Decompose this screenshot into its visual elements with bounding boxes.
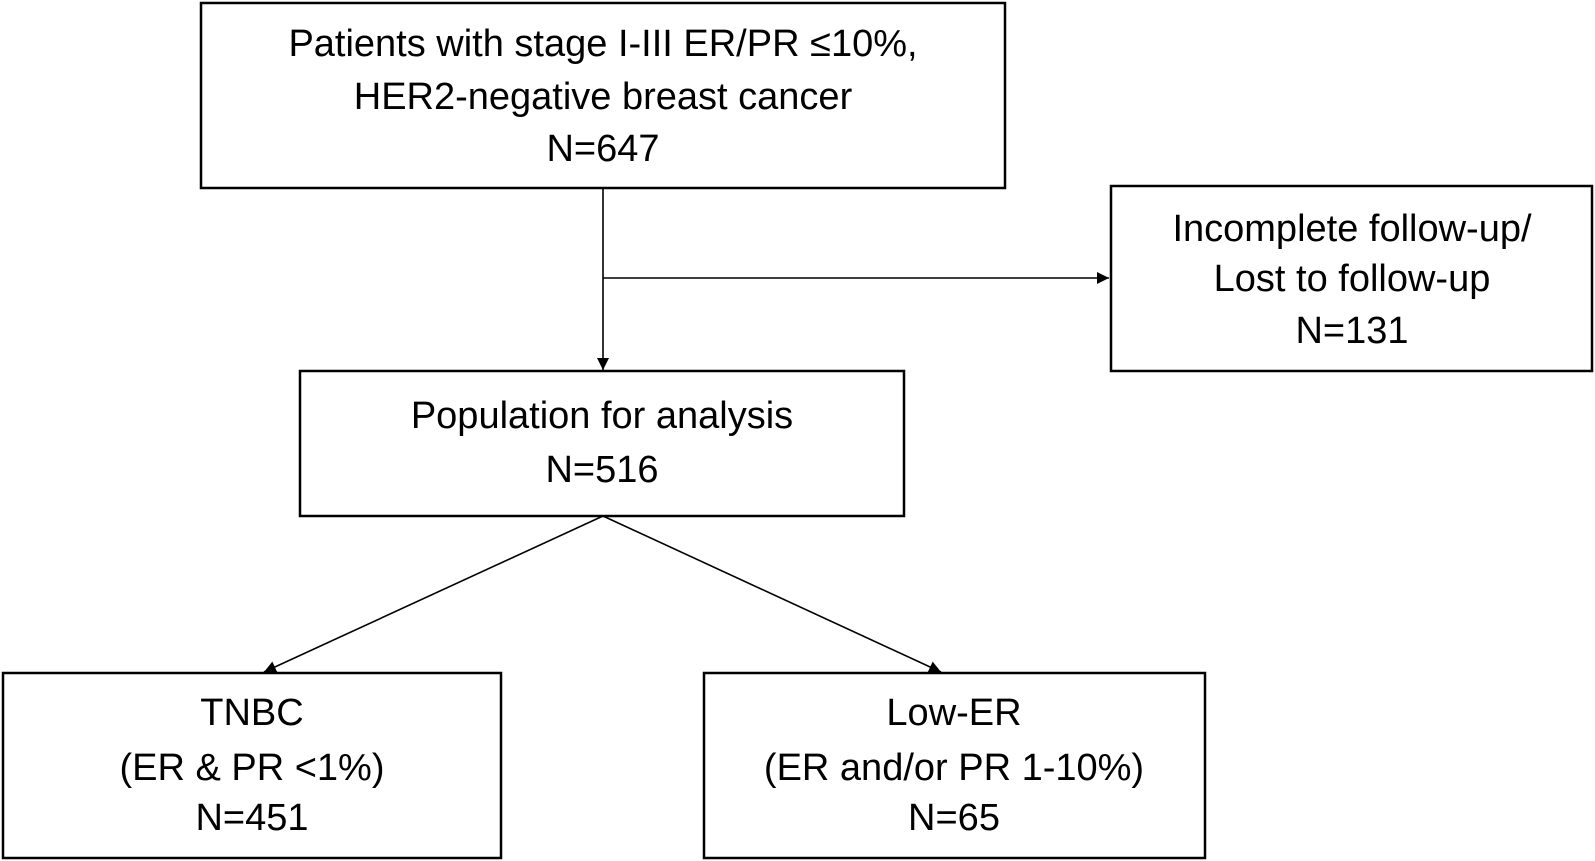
node-text: Patients with stage I-III ER/PR ≤10%,	[288, 23, 917, 65]
node-text: (ER and/or PR 1-10%)	[764, 747, 1144, 789]
node-text: N=65	[908, 797, 1000, 839]
node-text: N=131	[1295, 310, 1408, 352]
box	[1109, 184, 1594, 373]
arrow	[602, 515, 942, 673]
node-text: N=516	[545, 449, 658, 491]
node-text: HER2-negative breast cancer	[354, 76, 853, 118]
box	[702, 671, 1207, 860]
box	[199, 1, 1007, 190]
node-text: N=451	[195, 797, 308, 839]
node-text: N=647	[546, 128, 659, 170]
node-text: (ER & PR <1%)	[119, 747, 384, 789]
node-text: Lost to follow-up	[1214, 258, 1491, 300]
arrow	[263, 515, 604, 673]
node-text: Incomplete follow-up/	[1172, 208, 1532, 250]
box	[298, 369, 906, 518]
node-text: TNBC	[200, 692, 303, 734]
box	[1, 671, 503, 860]
node-text: Population for analysis	[411, 395, 793, 437]
node-text: Low-ER	[886, 692, 1021, 734]
